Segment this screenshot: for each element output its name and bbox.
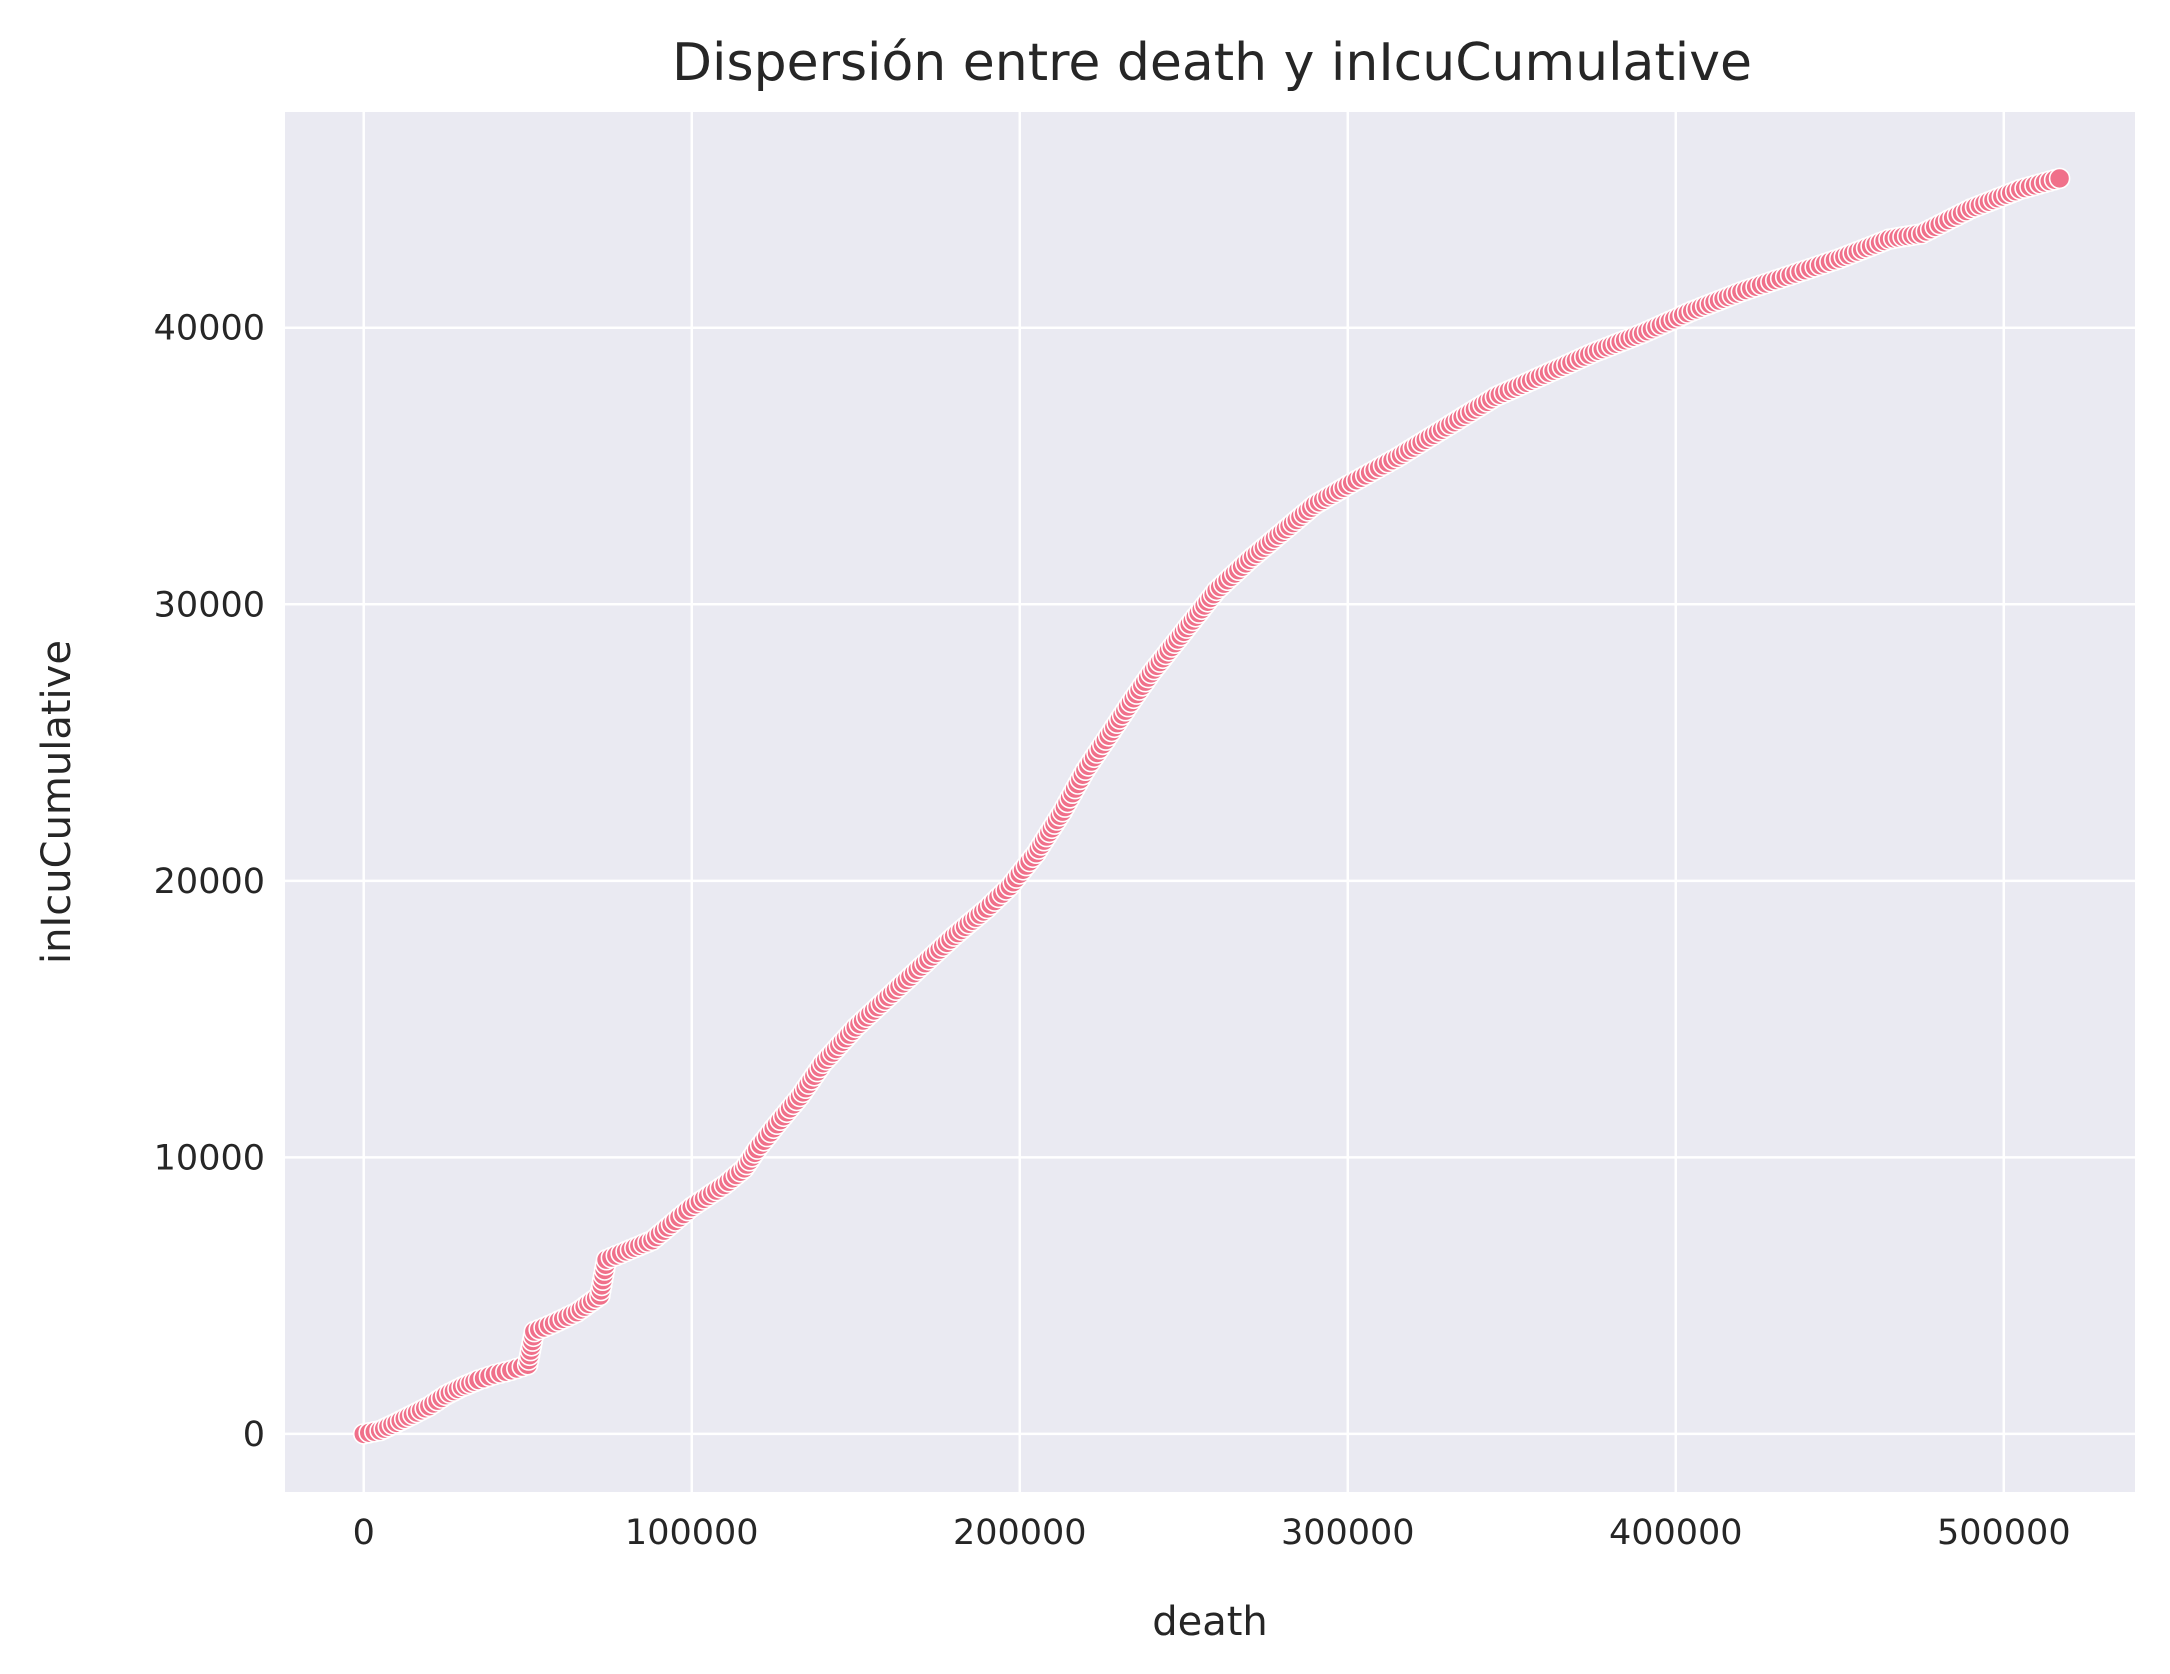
- x-tick-labels: 0 100000 200000 300000 400000 500000: [353, 1513, 2071, 1553]
- y-tick-labels: 0 10000 20000 30000 40000: [154, 309, 265, 1455]
- data-points: [352, 167, 2071, 1445]
- y-tick-label: 40000: [154, 309, 265, 349]
- y-tick-label: 0: [243, 1415, 265, 1455]
- x-tick-label: 300000: [1281, 1513, 1415, 1553]
- x-tick-label: 500000: [1937, 1513, 2071, 1553]
- x-axis-label: death: [1152, 1599, 1268, 1645]
- grid-lines: [285, 112, 2135, 1492]
- y-axis-label: inIcuCumulative: [34, 640, 80, 964]
- data-point: [2048, 167, 2071, 190]
- x-tick-label: 0: [353, 1513, 375, 1553]
- x-tick-label: 100000: [625, 1513, 759, 1553]
- y-tick-label: 20000: [154, 862, 265, 902]
- chart-title: Dispersión entre death y inIcuCumulative: [672, 33, 1752, 93]
- x-tick-label: 200000: [953, 1513, 1087, 1553]
- plot-area: [285, 112, 2135, 1492]
- y-tick-label: 30000: [154, 585, 265, 625]
- x-tick-label: 400000: [1609, 1513, 1743, 1553]
- y-tick-label: 10000: [154, 1138, 265, 1178]
